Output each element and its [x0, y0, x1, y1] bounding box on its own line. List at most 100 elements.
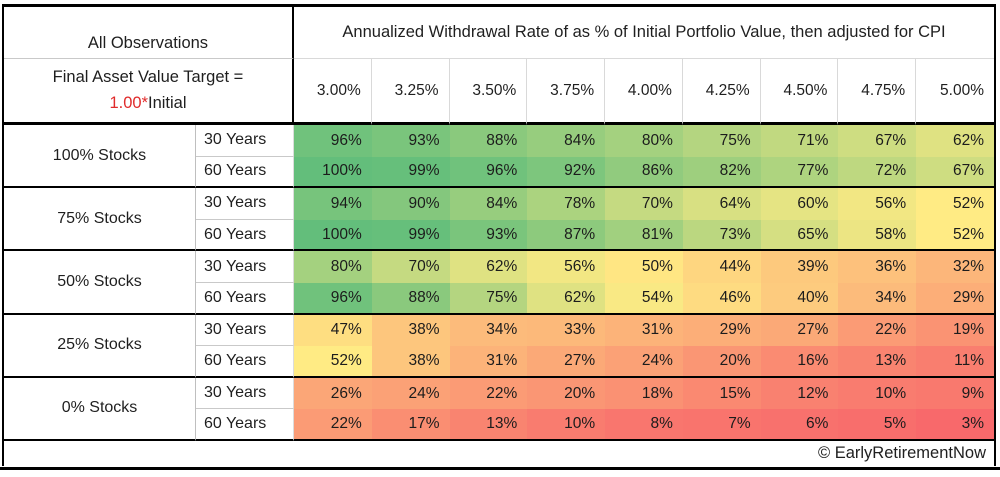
value-cell: 81% [605, 219, 683, 252]
value-cell: 64% [682, 188, 761, 220]
value-cell: 99% [371, 219, 450, 252]
column-header: 3.25% [371, 59, 450, 125]
target-line1: Final Asset Value Target = [52, 67, 244, 86]
column-header: 3.00% [294, 59, 372, 125]
value-cell: 29% [682, 314, 761, 347]
horizon-label: 60 Years [196, 219, 294, 252]
value-cell: 99% [371, 156, 450, 189]
target-line2: 1.00*Initial [109, 91, 186, 117]
column-header: 4.50% [760, 59, 839, 125]
value-cell: 87% [527, 219, 606, 252]
column-header: 5.00% [916, 59, 994, 125]
value-cell: 56% [527, 251, 606, 283]
value-cell: 77% [760, 156, 839, 189]
value-cell: 62% [916, 125, 994, 157]
horizon-label: 30 Years [196, 251, 294, 283]
value-cell: 52% [294, 346, 372, 378]
value-cell: 19% [916, 314, 994, 347]
value-cell: 15% [682, 377, 761, 410]
value-cell: 94% [294, 188, 372, 220]
value-cell: 70% [371, 251, 450, 283]
value-cell: 3% [916, 409, 994, 441]
column-header: 4.75% [838, 59, 917, 125]
observations-label: All Observations [4, 7, 294, 59]
column-header: 4.25% [682, 59, 761, 125]
value-cell: 70% [605, 188, 683, 220]
value-cell: 82% [682, 156, 761, 189]
value-cell: 20% [527, 377, 606, 410]
stock-allocation-label: 0% Stocks [4, 377, 196, 441]
column-header: 3.75% [527, 59, 606, 125]
value-cell: 34% [838, 282, 917, 315]
value-cell: 10% [838, 377, 917, 410]
column-header: 4.00% [605, 59, 683, 125]
stock-allocation-label: 25% Stocks [4, 314, 196, 378]
value-cell: 18% [605, 377, 683, 410]
value-cell: 46% [682, 282, 761, 315]
value-cell: 5% [838, 409, 917, 441]
value-cell: 39% [760, 251, 839, 283]
value-cell: 20% [682, 346, 761, 378]
horizon-label: 30 Years [196, 314, 294, 347]
value-cell: 31% [605, 314, 683, 347]
value-cell: 8% [605, 409, 683, 441]
value-cell: 40% [760, 282, 839, 315]
value-cell: 52% [916, 188, 994, 220]
horizon-label: 30 Years [196, 188, 294, 220]
credit-line: © EarlyRetirementNow [4, 440, 994, 466]
value-cell: 26% [294, 377, 372, 410]
value-cell: 9% [916, 377, 994, 410]
value-cell: 86% [605, 156, 683, 189]
value-cell: 78% [527, 188, 606, 220]
value-cell: 96% [294, 282, 372, 315]
value-cell: 24% [371, 377, 450, 410]
value-cell: 67% [838, 125, 917, 157]
value-cell: 11% [916, 346, 994, 378]
value-cell: 6% [760, 409, 839, 441]
value-cell: 44% [682, 251, 761, 283]
bottom-rule [0, 467, 1000, 470]
value-cell: 93% [371, 125, 450, 157]
value-cell: 13% [449, 409, 528, 441]
value-cell: 24% [605, 346, 683, 378]
value-cell: 71% [760, 125, 839, 157]
value-cell: 93% [449, 219, 528, 252]
value-cell: 29% [916, 282, 994, 315]
value-cell: 80% [605, 125, 683, 157]
value-cell: 47% [294, 314, 372, 347]
value-cell: 72% [838, 156, 917, 189]
stock-allocation-label: 50% Stocks [4, 251, 196, 315]
value-cell: 22% [449, 377, 528, 410]
value-cell: 96% [294, 125, 372, 157]
horizon-label: 60 Years [196, 282, 294, 315]
horizon-label: 30 Years [196, 377, 294, 410]
value-cell: 65% [760, 219, 839, 252]
target-suffix: Initial [148, 93, 187, 112]
horizon-label: 60 Years [196, 156, 294, 189]
value-cell: 100% [294, 219, 372, 252]
value-cell: 38% [371, 346, 450, 378]
value-cell: 50% [605, 251, 683, 283]
value-cell: 10% [527, 409, 606, 441]
value-cell: 56% [838, 188, 917, 220]
table-title: Annualized Withdrawal Rate of as % of In… [294, 7, 994, 59]
horizon-label: 60 Years [196, 409, 294, 441]
value-cell: 36% [838, 251, 917, 283]
value-cell: 38% [371, 314, 450, 347]
table-grid: All Observations Annualized Withdrawal R… [2, 4, 996, 466]
value-cell: 31% [449, 346, 528, 378]
value-cell: 52% [916, 219, 994, 252]
column-header: 3.50% [449, 59, 528, 125]
horizon-label: 60 Years [196, 346, 294, 378]
value-cell: 96% [449, 156, 528, 189]
value-cell: 17% [371, 409, 450, 441]
value-cell: 54% [605, 282, 683, 315]
final-asset-target-label: Final Asset Value Target = 1.00*Initial [4, 59, 294, 125]
target-multiplier: 1.00* [109, 93, 148, 112]
value-cell: 22% [294, 409, 372, 441]
value-cell: 12% [760, 377, 839, 410]
value-cell: 62% [449, 251, 528, 283]
value-cell: 7% [682, 409, 761, 441]
value-cell: 13% [838, 346, 917, 378]
